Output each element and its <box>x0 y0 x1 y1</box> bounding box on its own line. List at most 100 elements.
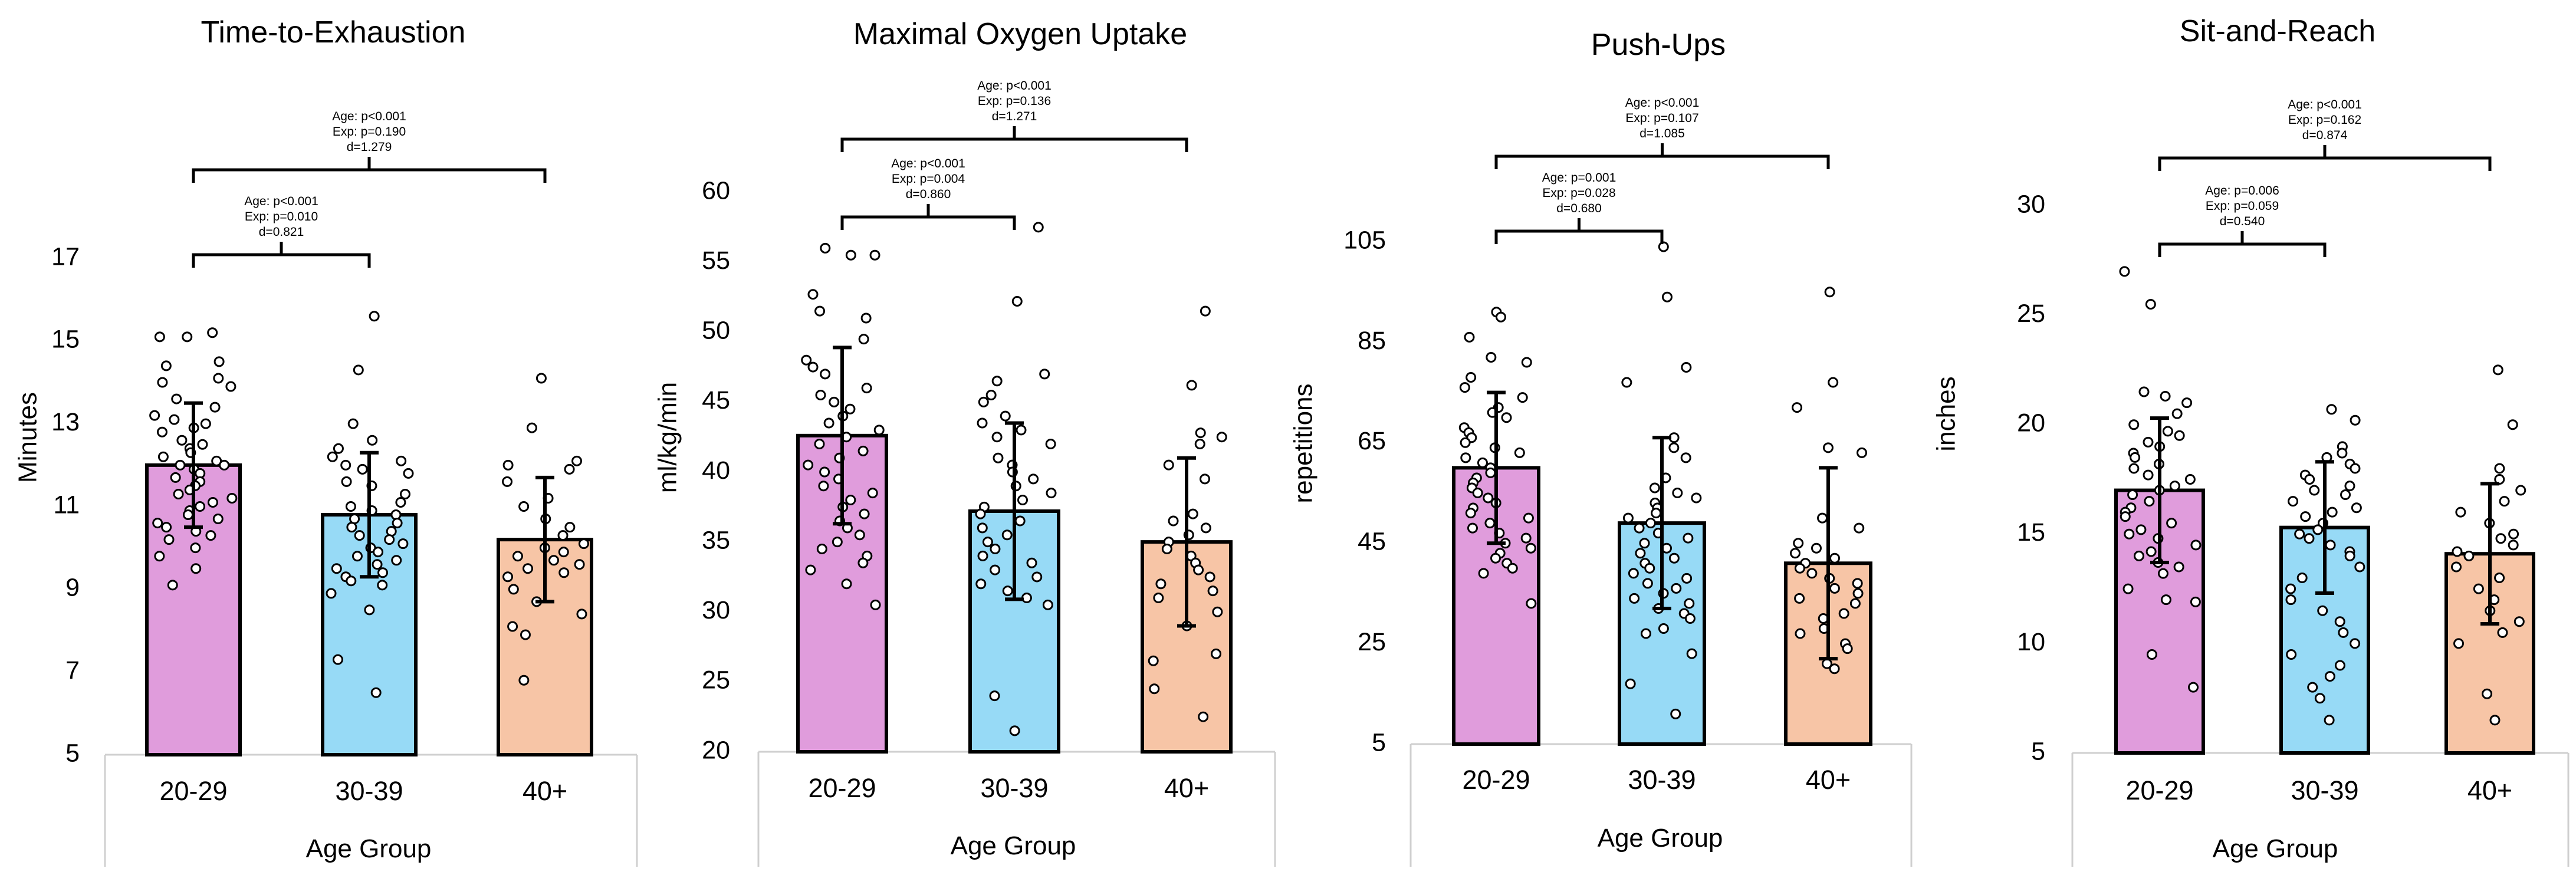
y-tick-label: 20 <box>702 736 730 764</box>
significance-bracket <box>1494 143 1830 169</box>
significance-bracket <box>840 204 1016 230</box>
data-point <box>548 555 560 566</box>
data-point <box>535 373 547 384</box>
data-point <box>190 563 202 574</box>
y-tick-label: 40 <box>702 456 730 485</box>
error-bar-20-29 <box>184 401 203 529</box>
data-point <box>1684 598 1695 609</box>
y-tick-label: 35 <box>702 526 730 554</box>
data-point <box>377 567 389 578</box>
data-point <box>225 381 236 392</box>
data-point <box>2285 583 2296 594</box>
data-point <box>351 551 363 562</box>
data-point <box>2451 561 2462 573</box>
data-point <box>1683 532 1694 544</box>
data-point <box>1520 532 1532 544</box>
data-point <box>1193 564 1204 575</box>
data-point <box>2354 561 2365 573</box>
data-point <box>832 537 843 548</box>
data-point <box>1822 442 1834 453</box>
y-tick-label: 85 <box>1358 327 1386 355</box>
data-point <box>820 369 831 380</box>
data-point <box>1460 452 1471 463</box>
data-point <box>340 459 351 471</box>
data-point <box>213 373 224 384</box>
data-point <box>197 439 208 450</box>
data-point <box>845 403 856 415</box>
data-point <box>173 488 184 499</box>
data-point <box>818 481 829 492</box>
data-point <box>1828 377 1839 388</box>
data-point <box>1212 606 1223 617</box>
y-tick-label: 25 <box>702 666 730 695</box>
x-tick-label: 30-39 <box>335 776 403 806</box>
data-point <box>1507 562 1518 574</box>
data-point <box>1628 568 1639 579</box>
data-point <box>1658 623 1669 634</box>
data-point <box>2288 496 2299 507</box>
data-point <box>978 396 989 407</box>
data-point <box>2344 550 2355 561</box>
data-point <box>508 584 519 595</box>
y-tick-label: 11 <box>53 491 80 519</box>
data-point <box>1485 467 1496 478</box>
data-point <box>1011 296 1023 307</box>
error-bar-40+ <box>2480 482 2499 626</box>
data-point <box>400 488 411 499</box>
stat-annotation: Exp: p=0.028 <box>1542 186 1615 200</box>
significance-bracket <box>192 157 547 183</box>
data-point <box>2314 693 2325 704</box>
data-point <box>182 509 193 521</box>
data-point <box>558 567 570 578</box>
data-point <box>857 445 869 456</box>
error-bar-30-39 <box>1005 421 1024 601</box>
data-point <box>841 578 852 590</box>
data-point <box>982 537 993 548</box>
data-point <box>346 522 357 533</box>
data-point <box>156 426 167 438</box>
error-bar-20-29 <box>2150 416 2169 565</box>
data-point <box>345 501 356 512</box>
stat-annotation: Age: p=0.001 <box>1542 171 1616 185</box>
significance-bracket <box>1494 218 1664 244</box>
data-point <box>1829 583 1840 594</box>
data-point <box>977 550 988 561</box>
data-point <box>391 555 402 566</box>
data-point <box>369 311 380 322</box>
data-point <box>2122 583 2134 594</box>
x-tick-label: 20-29 <box>159 776 227 806</box>
data-point <box>1525 542 1536 554</box>
stat-annotation: Exp: p=0.004 <box>892 172 965 186</box>
data-point <box>854 529 865 541</box>
stat-annotation: d=1.085 <box>1639 127 1685 140</box>
data-point <box>1651 508 1662 519</box>
data-point <box>2120 511 2131 522</box>
data-point <box>1670 708 1681 719</box>
data-point <box>1046 488 1057 499</box>
data-point <box>209 402 221 413</box>
data-point <box>805 564 816 575</box>
data-point <box>1466 372 1477 383</box>
data-point <box>2350 638 2361 649</box>
data-point <box>1033 222 1044 233</box>
data-point <box>1644 562 1655 574</box>
data-point <box>397 538 409 550</box>
stat-annotation: Exp: p=0.136 <box>978 94 1051 108</box>
data-point <box>1194 439 1205 450</box>
data-point <box>867 488 878 499</box>
data-point <box>2508 528 2519 540</box>
data-point <box>2143 436 2154 448</box>
data-point <box>2138 386 2150 397</box>
x-tick-label: 20-29 <box>2125 775 2193 805</box>
data-point <box>1204 571 1215 583</box>
data-point <box>1658 241 1669 252</box>
data-point <box>1198 711 1209 722</box>
data-point <box>518 675 530 686</box>
data-point <box>2296 573 2308 584</box>
y-tick-label: 15 <box>51 325 80 354</box>
data-point <box>149 410 160 421</box>
x-tick-label: 30-39 <box>980 773 1048 803</box>
data-point <box>195 501 206 512</box>
data-point <box>347 418 359 429</box>
data-point <box>353 364 364 376</box>
